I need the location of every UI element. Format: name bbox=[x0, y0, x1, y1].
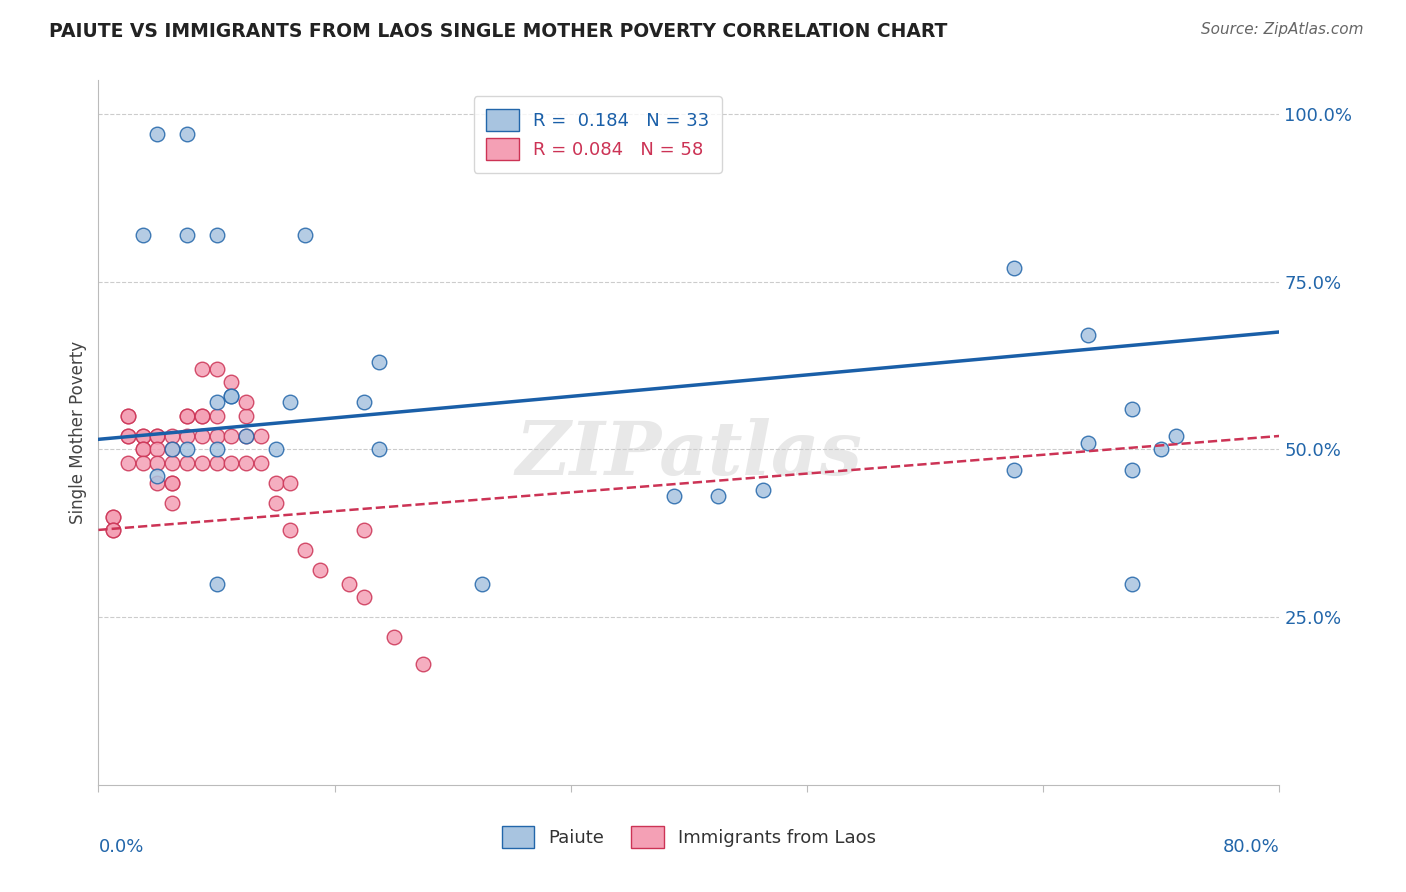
Point bbox=[664, 489, 686, 503]
Point bbox=[191, 429, 214, 443]
Point bbox=[132, 227, 155, 242]
Point bbox=[280, 475, 302, 490]
Point bbox=[205, 442, 228, 457]
Text: 0.0%: 0.0% bbox=[98, 838, 143, 855]
Point bbox=[176, 429, 198, 443]
Legend: Paiute, Immigrants from Laos: Paiute, Immigrants from Laos bbox=[492, 817, 886, 857]
Point bbox=[752, 483, 775, 497]
Y-axis label: Single Mother Poverty: Single Mother Poverty bbox=[69, 341, 87, 524]
Point bbox=[162, 429, 183, 443]
Point bbox=[103, 523, 125, 537]
Point bbox=[146, 469, 169, 483]
Point bbox=[294, 543, 316, 558]
Point bbox=[1150, 442, 1173, 457]
Point bbox=[1121, 576, 1143, 591]
Point bbox=[309, 563, 332, 577]
Point bbox=[412, 657, 434, 672]
Point bbox=[103, 509, 125, 524]
Point bbox=[146, 429, 169, 443]
Point bbox=[162, 475, 183, 490]
Point bbox=[368, 442, 391, 457]
Point bbox=[132, 429, 155, 443]
Point bbox=[1077, 328, 1099, 343]
Point bbox=[176, 456, 198, 470]
Point bbox=[191, 409, 214, 423]
Point bbox=[162, 496, 183, 510]
Point bbox=[162, 456, 183, 470]
Point bbox=[382, 630, 405, 644]
Point bbox=[1121, 402, 1143, 417]
Point bbox=[162, 442, 183, 457]
Point bbox=[1002, 462, 1025, 476]
Point bbox=[191, 409, 214, 423]
Point bbox=[280, 523, 302, 537]
Point bbox=[205, 409, 228, 423]
Point bbox=[221, 429, 243, 443]
Point bbox=[235, 429, 257, 443]
Point bbox=[103, 509, 125, 524]
Point bbox=[176, 227, 198, 242]
Point bbox=[353, 395, 375, 409]
Point bbox=[221, 456, 243, 470]
Text: 80.0%: 80.0% bbox=[1223, 838, 1279, 855]
Point bbox=[221, 376, 243, 390]
Point bbox=[235, 409, 257, 423]
Text: ZIPatlas: ZIPatlas bbox=[516, 417, 862, 490]
Point bbox=[146, 127, 169, 141]
Point bbox=[117, 429, 139, 443]
Point bbox=[221, 389, 243, 403]
Point bbox=[162, 442, 183, 457]
Point bbox=[353, 523, 375, 537]
Point bbox=[707, 489, 730, 503]
Point bbox=[191, 362, 214, 376]
Point bbox=[205, 429, 228, 443]
Point bbox=[1121, 462, 1143, 476]
Point bbox=[264, 496, 287, 510]
Point bbox=[221, 389, 243, 403]
Point bbox=[146, 429, 169, 443]
Point bbox=[146, 475, 169, 490]
Point bbox=[1002, 261, 1025, 276]
Point bbox=[176, 127, 198, 141]
Point bbox=[235, 395, 257, 409]
Text: PAIUTE VS IMMIGRANTS FROM LAOS SINGLE MOTHER POVERTY CORRELATION CHART: PAIUTE VS IMMIGRANTS FROM LAOS SINGLE MO… bbox=[49, 22, 948, 41]
Point bbox=[176, 442, 198, 457]
Point bbox=[250, 429, 273, 443]
Point bbox=[250, 456, 273, 470]
Point bbox=[117, 429, 139, 443]
Point bbox=[103, 523, 125, 537]
Point bbox=[205, 456, 228, 470]
Point bbox=[117, 456, 139, 470]
Point bbox=[353, 590, 375, 604]
Point bbox=[235, 456, 257, 470]
Point bbox=[205, 227, 228, 242]
Text: Source: ZipAtlas.com: Source: ZipAtlas.com bbox=[1201, 22, 1364, 37]
Point bbox=[368, 355, 391, 369]
Point bbox=[1166, 429, 1188, 443]
Point bbox=[146, 456, 169, 470]
Point bbox=[280, 395, 302, 409]
Point bbox=[132, 442, 155, 457]
Point bbox=[117, 409, 139, 423]
Point bbox=[264, 442, 287, 457]
Point bbox=[176, 409, 198, 423]
Point bbox=[191, 456, 214, 470]
Point bbox=[205, 576, 228, 591]
Point bbox=[1077, 435, 1099, 450]
Point bbox=[117, 409, 139, 423]
Point bbox=[146, 442, 169, 457]
Point bbox=[132, 429, 155, 443]
Point bbox=[264, 475, 287, 490]
Point bbox=[235, 429, 257, 443]
Point bbox=[205, 362, 228, 376]
Point bbox=[132, 456, 155, 470]
Point bbox=[132, 442, 155, 457]
Point bbox=[294, 227, 316, 242]
Point bbox=[471, 576, 494, 591]
Point bbox=[205, 395, 228, 409]
Point bbox=[176, 409, 198, 423]
Point bbox=[339, 576, 361, 591]
Point bbox=[162, 475, 183, 490]
